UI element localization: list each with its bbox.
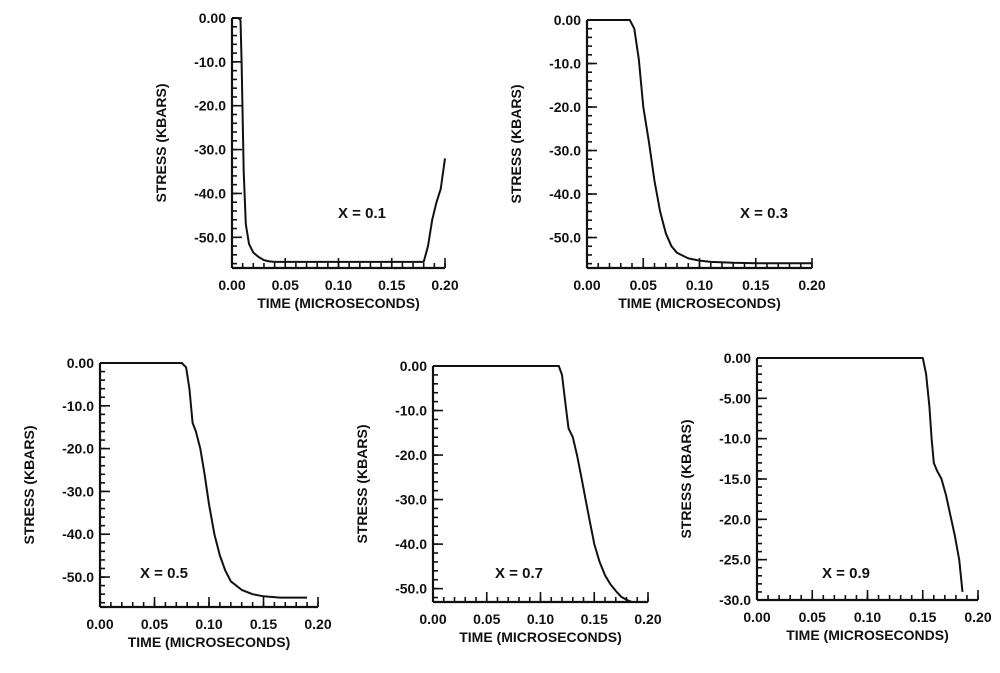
- x-tick-label: 0.10: [325, 277, 352, 293]
- position-annotation: X = 0.3: [740, 205, 788, 222]
- x-tick-label: 0.15: [581, 611, 608, 627]
- y-tick-label: -30.0: [62, 483, 94, 499]
- y-axis-label: STRESS (KBARS): [354, 424, 370, 543]
- y-tick-label: -30.0: [395, 492, 427, 508]
- chart-panel-x03: 0.00 -10.0 -20.0 -30.0 -40.0 -50.0 0.00 0.05 0.1…: [508, 12, 826, 311]
- y-tick-label: -10.0: [194, 54, 226, 70]
- y-axis-label: STRESS (KBARS): [21, 425, 37, 544]
- y-tick-label: -10.0: [395, 403, 427, 419]
- x-tick-label: 0.00: [743, 609, 770, 625]
- x-tick-label: 0.05: [141, 616, 168, 632]
- x-tick-label: 0.20: [798, 277, 825, 293]
- y-tick-label: -30.0: [194, 142, 226, 158]
- x-tick-label: 0.20: [431, 277, 458, 293]
- y-axis-label: STRESS (KBARS): [153, 83, 169, 202]
- stress-curve: [100, 362, 308, 599]
- y-tick-label: -40.0: [395, 536, 427, 552]
- y-tick-label: -10.0: [719, 431, 751, 447]
- x-tick-label: 0.00: [218, 277, 245, 293]
- y-tick-label: -25.0: [719, 552, 751, 568]
- x-tick-label: 0.00: [86, 616, 113, 632]
- x-tick-label: 0.15: [742, 277, 769, 293]
- x-tick-label: 0.10: [195, 616, 222, 632]
- y-tick-label: -30.0: [549, 143, 581, 159]
- x-tick-label: 0.05: [630, 277, 657, 293]
- x-tick-label: 0.05: [272, 277, 299, 293]
- y-tick-label: 0.00: [67, 355, 94, 371]
- y-tick-label: -50.0: [62, 569, 94, 585]
- stress-curve: [757, 357, 964, 593]
- y-tick-label: -10.0: [62, 398, 94, 414]
- x-tick-label: 0.20: [964, 609, 991, 625]
- y-tick-label: -40.0: [62, 526, 94, 542]
- y-tick-label: -20.0: [62, 441, 94, 457]
- y-tick-label: -20.0: [549, 99, 581, 115]
- x-tick-label: 0.10: [854, 609, 881, 625]
- x-tick-label: 0.05: [799, 609, 826, 625]
- stress-curve: [587, 19, 812, 265]
- x-tick-label: 0.15: [250, 616, 277, 632]
- x-tick-label: 0.10: [686, 277, 713, 293]
- x-axis-label: TIME (MICROSECONDS): [128, 634, 291, 650]
- y-tick-label: -50.0: [549, 230, 581, 246]
- y-tick-label: 0.00: [554, 12, 581, 28]
- y-axis-label: STRESS (KBARS): [678, 419, 694, 538]
- stress-curve: [433, 365, 633, 603]
- position-annotation: X = 0.9: [822, 565, 870, 582]
- x-tick-label: 0.20: [304, 616, 331, 632]
- x-tick-label: 0.05: [473, 611, 500, 627]
- position-annotation: X = 0.7: [495, 565, 543, 582]
- y-tick-label: -30.0: [719, 592, 751, 608]
- y-tick-label: -50.0: [395, 581, 427, 597]
- y-tick-label: -20.0: [395, 447, 427, 463]
- x-tick-label: 0.15: [909, 609, 936, 625]
- y-tick-label: 0.00: [400, 358, 427, 374]
- y-tick-label: -20.0: [719, 511, 751, 527]
- y-tick-label: -10.0: [549, 56, 581, 72]
- chart-panel-x01: 0.00 -10.0 -20.0 -30.0 -40.0 -50.0 0.00 0.05 0.1…: [153, 10, 459, 311]
- position-annotation: X = 0.5: [140, 565, 188, 582]
- y-tick-label: 0.00: [199, 10, 226, 26]
- x-tick-label: 0.00: [419, 611, 446, 627]
- x-tick-label: 0.20: [634, 611, 661, 627]
- chart-panel-x05: 0.00 -10.0 -20.0 -30.0 -40.0 -50.0 0.00 0.05 0.1…: [21, 355, 332, 650]
- x-tick-label: 0.15: [378, 277, 405, 293]
- y-axis-label: STRESS (KBARS): [508, 84, 524, 203]
- x-axis-label: TIME (MICROSECONDS): [459, 629, 622, 645]
- chart-panel-x07: 0.00 -10.0 -20.0 -30.0 -40.0 -50.0 0.00 0.05 0.1…: [354, 358, 662, 645]
- chart-panel-x09: 0.00-5.00-10.0-15.0-20.0-25.0-30.00.00 0.…: [678, 350, 992, 643]
- y-tick-label: -20.0: [194, 98, 226, 114]
- y-tick-label: -40.0: [194, 185, 226, 201]
- y-tick-label: -15.0: [719, 471, 751, 487]
- y-tick-label: 0.00: [724, 350, 751, 366]
- x-axis-label: TIME (MICROSECONDS): [618, 295, 781, 311]
- y-tick-label: -5.00: [719, 390, 751, 406]
- y-tick-label: -50.0: [194, 229, 226, 245]
- x-tick-label: 0.10: [527, 611, 554, 627]
- x-tick-label: 0.00: [573, 277, 600, 293]
- stress-curve: [232, 17, 446, 263]
- position-annotation: X = 0.1: [338, 205, 386, 222]
- x-axis-label: TIME (MICROSECONDS): [257, 295, 420, 311]
- y-tick-label: -40.0: [549, 186, 581, 202]
- x-axis-label: TIME (MICROSECONDS): [786, 627, 949, 643]
